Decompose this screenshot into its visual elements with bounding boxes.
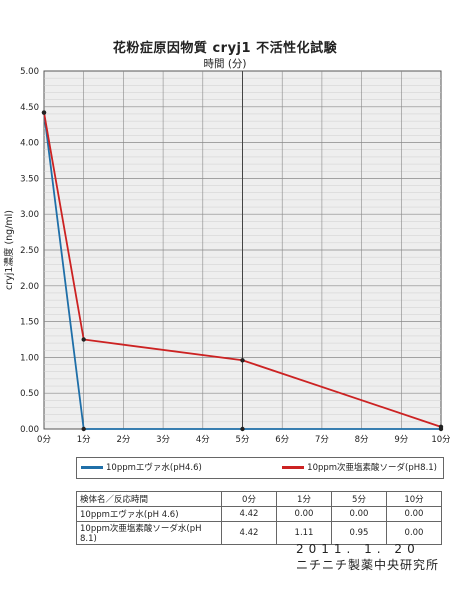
series-line-2	[43, 112, 442, 428]
legend-item-series-2: 10ppm次亜塩素酸ソーダ(pH8.1)	[282, 461, 437, 473]
y-tick-label: 3.50	[20, 174, 39, 184]
legend-label-series-2: 10ppm次亜塩素酸ソーダ(pH8.1)	[307, 463, 437, 473]
data-point-series-2	[81, 337, 86, 342]
x-tick-label: 10分	[431, 435, 450, 445]
legend-label-series-1: 10ppmエヴァ水(pH4.6)	[106, 463, 202, 473]
table-cell: 4.42	[221, 506, 277, 522]
table-header-cell: 0分	[221, 491, 277, 507]
table-cell: 4.42	[221, 521, 277, 545]
y-tick-label: 1.50	[20, 318, 39, 328]
y-axis-label: cryj1濃度 (ng/ml)	[3, 210, 15, 290]
y-tick-label: 1.00	[20, 353, 39, 363]
x-tick-label: 2分	[116, 435, 130, 445]
table-cell: 0.00	[386, 506, 442, 522]
chart-subtitle: 時間 (分)	[203, 58, 247, 70]
table-header-cell: 10分	[386, 491, 442, 507]
y-tick-label: 2.50	[20, 246, 39, 256]
y-tick-label: 5.00	[20, 67, 39, 77]
y-tick-label: 2.00	[20, 282, 39, 292]
chart-legend: 10ppmエヴァ水(pH4.6) 10ppm次亜塩素酸ソーダ(pH8.1)	[76, 457, 444, 479]
y-tick-label: 4.00	[20, 139, 39, 149]
data-point-series-2	[41, 110, 47, 115]
x-tick-label: 6分	[275, 435, 289, 445]
data-point-series-1	[81, 426, 86, 432]
organization-name: ニチニチ製薬中央研究所	[296, 558, 440, 572]
x-tick-label: 8分	[355, 435, 369, 445]
table-header-cell: 1分	[276, 491, 332, 507]
table-cell: 1.11	[276, 521, 332, 545]
x-tick-label: 9分	[394, 435, 408, 445]
table-header-row: 検体名／反応時間 0分 1分 5分 10分	[76, 491, 442, 507]
table-row: 10ppm次亜塩素酸ソーダ水(pH 8.1) 4.42 1.11 0.95 0.…	[76, 521, 442, 545]
table-cell: 0.00	[276, 506, 332, 522]
x-tick-label: 5分	[236, 435, 250, 445]
table-row: 10ppmエヴァ水(pH 4.6) 4.42 0.00 0.00 0.00	[76, 506, 442, 522]
y-tick-label: 3.00	[20, 210, 39, 220]
chart-title: 花粉症原因物質 cryj1 不活性化試験	[112, 41, 338, 56]
x-tick-label: 4分	[196, 435, 210, 445]
data-table: 検体名／反応時間 0分 1分 5分 10分 10ppmエヴァ水(pH 4.6) …	[76, 491, 442, 545]
x-tick-label: 1分	[77, 435, 91, 445]
x-tick-label: 0分	[37, 435, 51, 445]
data-point-series-1	[240, 426, 245, 432]
y-tick-label: 4.50	[20, 103, 39, 113]
table-cell: 10ppmエヴァ水(pH 4.6)	[76, 506, 222, 522]
y-tick-label: 0.50	[20, 389, 39, 399]
table-cell: 0.00	[331, 506, 387, 522]
legend-swatch-series-2	[282, 465, 305, 469]
x-tick-label: 7分	[315, 435, 329, 445]
data-point-series-2	[438, 424, 444, 430]
table-cell: 10ppm次亜塩素酸ソーダ水(pH 8.1)	[76, 521, 222, 545]
series-line-1	[43, 112, 441, 430]
legend-swatch-series-1	[81, 465, 103, 469]
x-tick-label: 3分	[156, 435, 170, 445]
y-tick-label: 0.00	[20, 425, 39, 435]
report-date: 2011. 1. 20	[296, 542, 420, 556]
data-point-series-2	[240, 358, 245, 363]
legend-item-series-1: 10ppmエヴァ水(pH4.6)	[81, 461, 202, 473]
table-header-cell: 検体名／反応時間	[76, 491, 222, 507]
table-cell: 0.00	[386, 521, 442, 545]
table-cell: 0.95	[331, 521, 387, 545]
table-header-cell: 5分	[331, 491, 387, 507]
